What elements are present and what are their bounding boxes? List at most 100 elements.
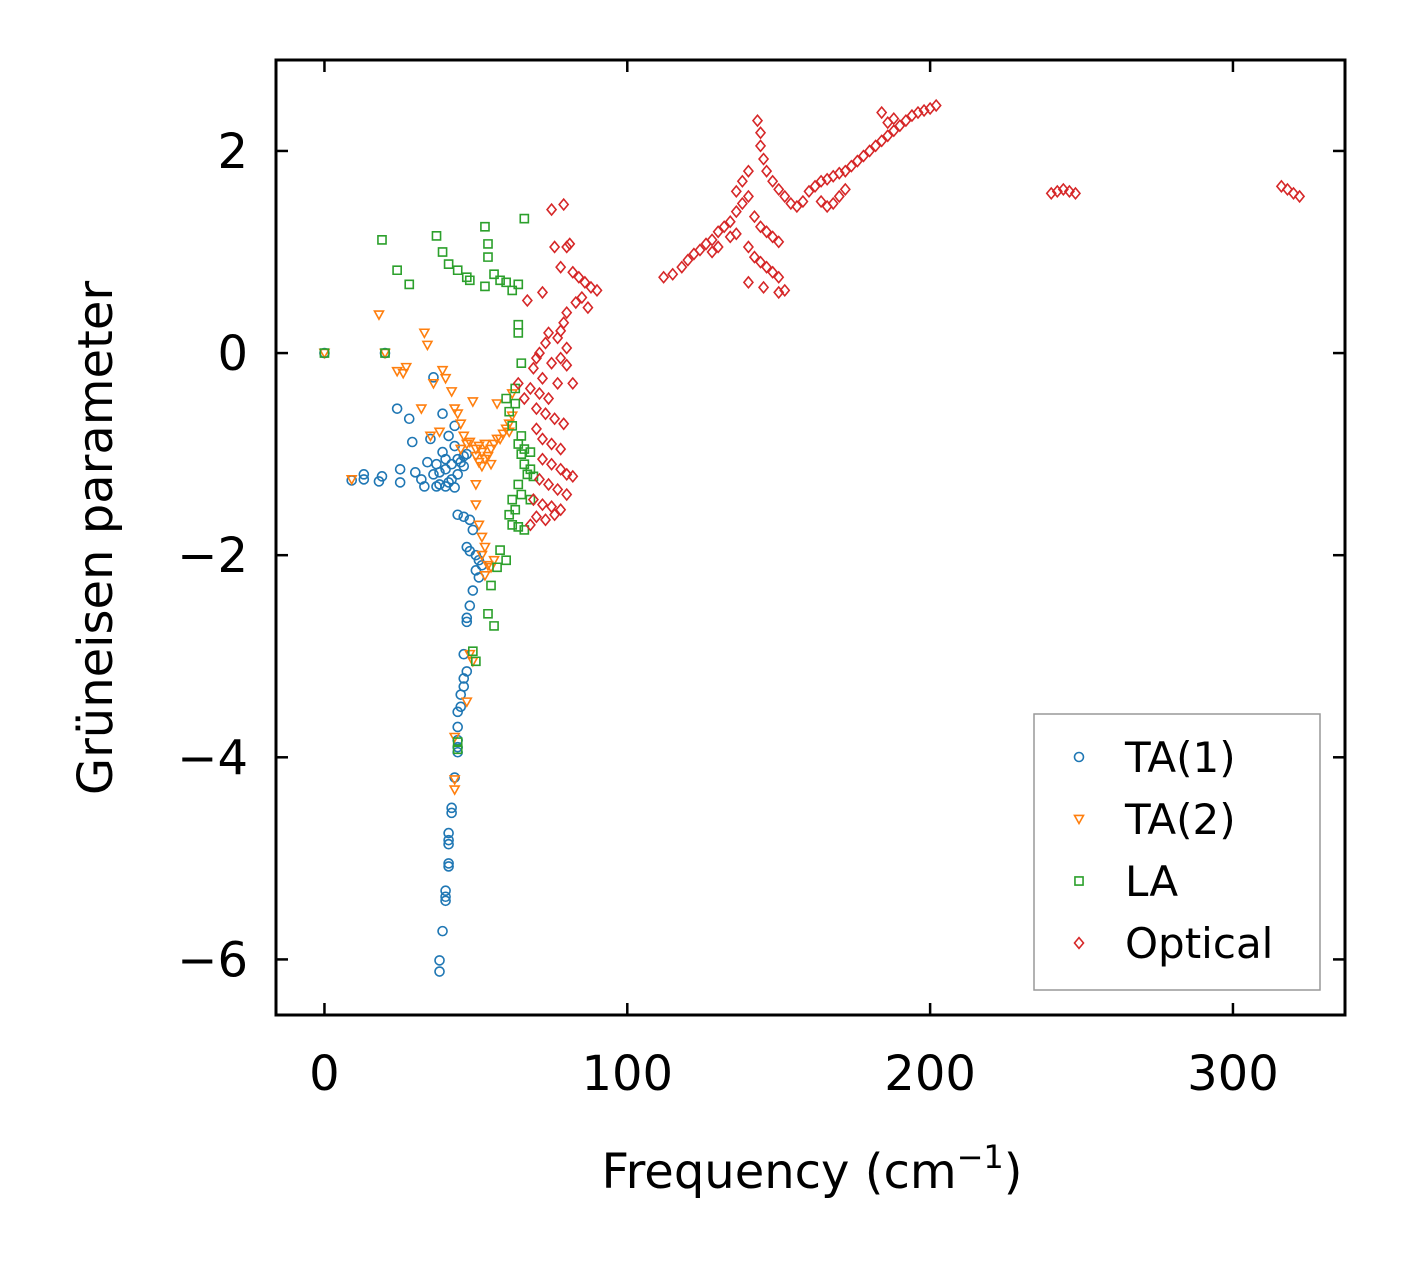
data-point xyxy=(440,885,451,896)
data-point xyxy=(706,245,718,259)
data-point xyxy=(527,361,539,375)
data-point xyxy=(773,235,785,249)
data-point xyxy=(452,265,463,276)
data-point xyxy=(773,182,785,197)
data-point xyxy=(833,189,845,204)
legend-marker xyxy=(1074,876,1084,886)
data-point xyxy=(516,358,527,369)
data-point xyxy=(452,469,463,480)
data-point xyxy=(452,453,463,465)
data-point xyxy=(530,510,542,524)
data-point xyxy=(845,159,857,173)
data-point xyxy=(483,252,493,262)
data-point xyxy=(539,407,552,421)
data-point xyxy=(495,545,505,555)
data-point xyxy=(480,281,490,292)
data-point xyxy=(467,585,479,596)
data-point xyxy=(480,221,490,232)
data-point xyxy=(851,154,863,168)
data-point xyxy=(530,422,542,436)
data-point xyxy=(558,197,570,212)
data-point xyxy=(403,413,415,425)
data-point xyxy=(742,275,754,289)
data-point xyxy=(448,775,461,786)
data-point xyxy=(888,111,900,126)
data-point xyxy=(536,285,549,300)
data-point xyxy=(482,451,494,463)
data-point xyxy=(452,721,463,733)
data-point xyxy=(576,290,588,305)
data-point xyxy=(519,213,530,224)
data-point xyxy=(1281,182,1294,197)
data-point xyxy=(524,518,536,532)
data-point xyxy=(561,305,573,320)
data-point xyxy=(443,858,454,869)
data-point xyxy=(912,105,924,120)
data-point xyxy=(694,243,706,257)
data-point xyxy=(658,270,670,284)
data-point xyxy=(380,348,390,358)
data-point xyxy=(785,196,797,211)
data-point xyxy=(428,372,439,383)
x-tick-label: 0 xyxy=(309,1046,340,1102)
data-point xyxy=(464,514,476,526)
plot-frame xyxy=(274,58,1347,1017)
data-point xyxy=(404,279,415,290)
legend-marker xyxy=(1073,814,1085,826)
data-point xyxy=(530,351,542,365)
data-point xyxy=(761,260,773,274)
data-point xyxy=(742,240,754,254)
series-ta-2- xyxy=(318,310,519,796)
data-point xyxy=(549,412,561,426)
data-point xyxy=(519,525,530,535)
data-point xyxy=(479,570,491,582)
data-point xyxy=(464,275,475,286)
data-point xyxy=(561,487,573,502)
data-point xyxy=(431,230,442,241)
data-point xyxy=(918,103,930,118)
data-point xyxy=(585,280,597,295)
data-point xyxy=(452,509,463,521)
data-point xyxy=(754,126,767,140)
data-point xyxy=(706,233,718,247)
legend-marker xyxy=(1073,936,1085,950)
data-point xyxy=(454,419,467,430)
data-point xyxy=(476,532,488,544)
data-point xyxy=(448,785,461,796)
data-point xyxy=(427,378,440,390)
data-point xyxy=(513,279,524,290)
data-point xyxy=(864,144,876,158)
data-point xyxy=(546,356,558,370)
data-point xyxy=(724,215,736,229)
data-point xyxy=(561,358,573,372)
data-point xyxy=(758,280,770,295)
axis-ticks: 0 100 200 300 −6 −4 −2 0 2 xyxy=(177,60,1345,1102)
data-point xyxy=(501,393,512,404)
legend-label: Optical xyxy=(1125,919,1273,968)
data-point xyxy=(443,861,454,872)
data-point xyxy=(522,469,533,480)
data-point xyxy=(730,227,742,241)
series-ta-1- xyxy=(319,347,488,977)
data-point xyxy=(440,895,451,907)
data-point xyxy=(573,270,585,284)
data-point xyxy=(567,265,579,279)
data-point xyxy=(471,656,481,667)
data-point xyxy=(533,386,546,401)
data-point xyxy=(748,250,761,264)
data-point xyxy=(761,225,773,239)
data-point xyxy=(376,471,388,482)
data-point xyxy=(448,404,461,415)
data-point xyxy=(555,351,567,365)
data-point xyxy=(552,482,564,497)
data-point xyxy=(443,430,454,442)
data-point xyxy=(516,449,527,459)
data-point xyxy=(773,285,785,300)
data-point xyxy=(457,431,470,443)
data-point xyxy=(530,402,542,416)
data-point xyxy=(543,326,555,340)
data-point xyxy=(767,230,779,244)
legend-entry: Optical xyxy=(1073,919,1273,968)
data-point xyxy=(443,834,454,846)
